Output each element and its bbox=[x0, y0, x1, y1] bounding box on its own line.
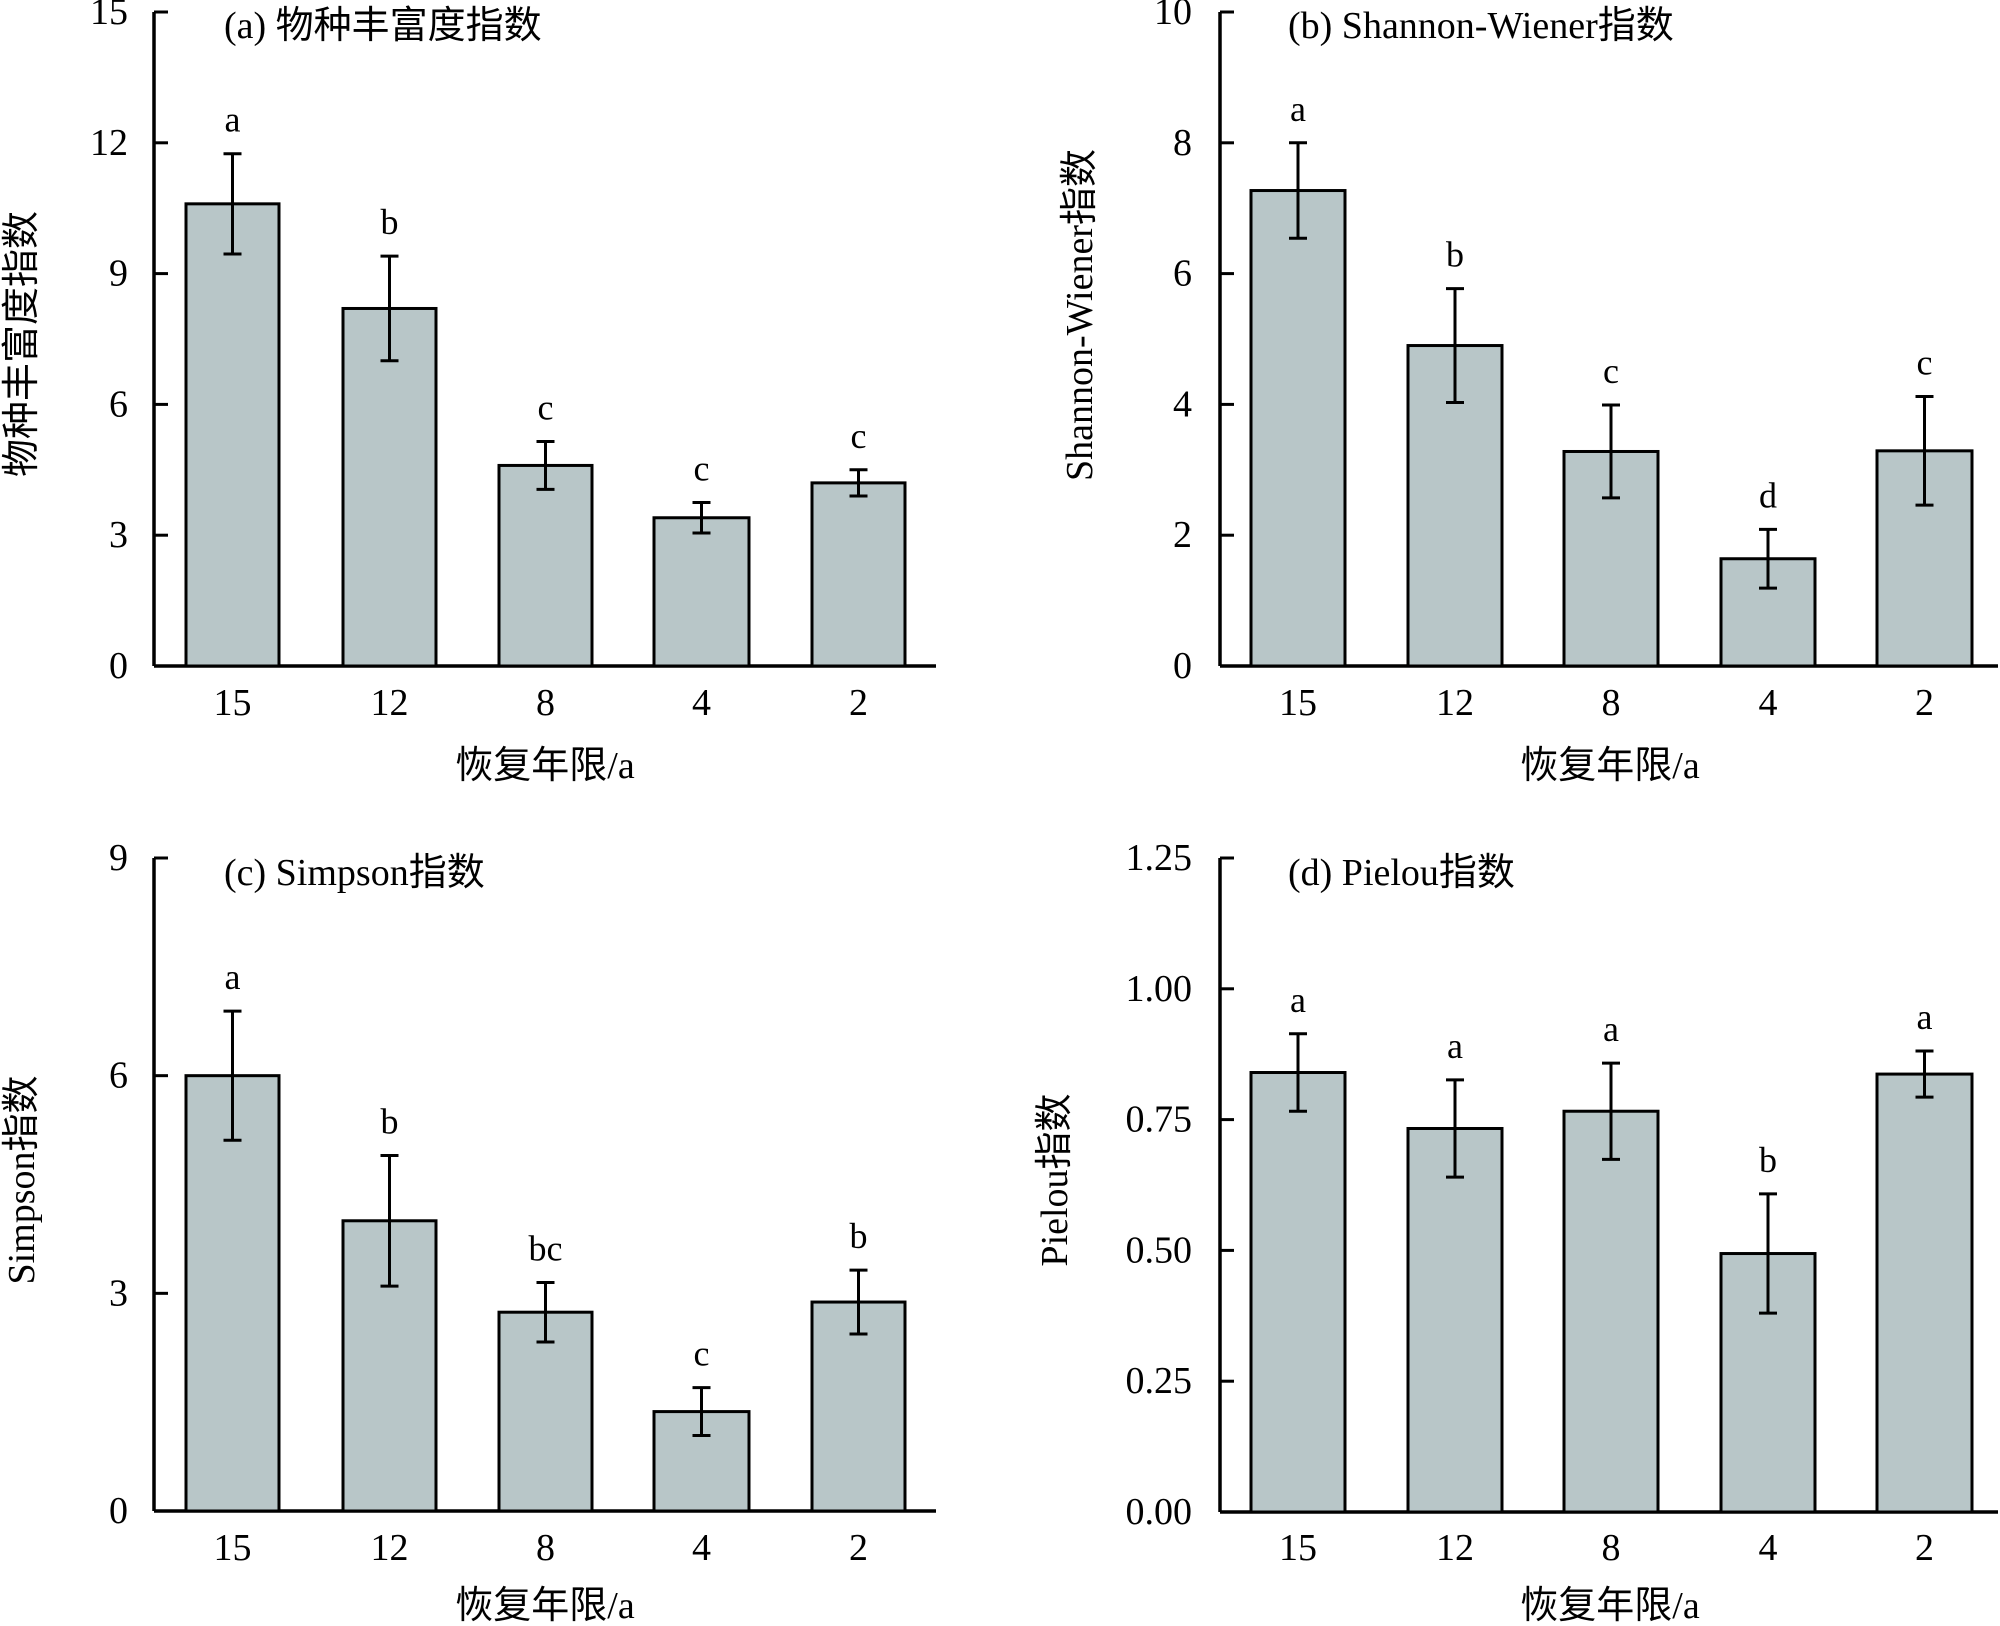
y-tick-label: 6 bbox=[109, 1055, 128, 1097]
significance-label: bc bbox=[529, 1228, 563, 1268]
x-tick-label: 8 bbox=[1602, 682, 1621, 724]
bar-8 bbox=[497, 463, 594, 668]
x-axis-label: 恢复年限/a bbox=[1520, 1585, 1700, 1626]
significance-label: b bbox=[1759, 1140, 1777, 1180]
y-axis-label: Shannon-Wiener指数 bbox=[1059, 149, 1101, 481]
y-tick-label: 12 bbox=[90, 122, 128, 164]
x-tick-label: 12 bbox=[1436, 682, 1474, 724]
y-tick-label: 8 bbox=[1173, 122, 1192, 164]
y-tick-label: 1.25 bbox=[1126, 837, 1193, 879]
x-tick-label: 8 bbox=[536, 682, 555, 724]
y-tick-label: 0.75 bbox=[1126, 1099, 1193, 1141]
x-tick-label: 2 bbox=[849, 682, 868, 724]
y-tick-label: 0 bbox=[109, 645, 128, 687]
x-tick-label: 4 bbox=[1759, 1527, 1778, 1569]
bar-15 bbox=[1249, 1071, 1347, 1514]
significance-label: b bbox=[381, 1101, 399, 1141]
x-tick-label: 2 bbox=[1915, 1527, 1934, 1569]
x-tick-label: 15 bbox=[1279, 1527, 1317, 1569]
y-tick-label: 9 bbox=[109, 837, 128, 879]
x-tick-label: 4 bbox=[1759, 682, 1778, 724]
y-tick-label: 1.00 bbox=[1126, 968, 1193, 1010]
panel-title: (a) 物种丰富度指数 bbox=[224, 5, 542, 47]
significance-label: a bbox=[1290, 980, 1306, 1020]
bar-15 bbox=[1249, 189, 1347, 668]
significance-label: a bbox=[1447, 1026, 1463, 1066]
x-tick-label: 2 bbox=[849, 1527, 868, 1569]
significance-label: c bbox=[694, 449, 710, 489]
x-tick-label: 12 bbox=[371, 1527, 409, 1569]
bar-15 bbox=[184, 202, 281, 668]
x-tick-label: 12 bbox=[371, 682, 409, 724]
y-tick-label: 10 bbox=[1154, 0, 1192, 33]
x-tick-label: 4 bbox=[692, 682, 711, 724]
significance-label: a bbox=[1290, 89, 1306, 129]
y-tick-label: 6 bbox=[1173, 253, 1192, 295]
significance-label: c bbox=[1603, 351, 1619, 391]
bar-15 bbox=[184, 1074, 281, 1513]
significance-label: b bbox=[381, 202, 399, 242]
bar-12 bbox=[341, 306, 438, 668]
significance-label: c bbox=[538, 387, 554, 427]
panel-title: (b) Shannon-Wiener指数 bbox=[1288, 5, 1674, 47]
bar-8 bbox=[1562, 1109, 1660, 1514]
y-tick-label: 0.00 bbox=[1126, 1491, 1193, 1533]
y-tick-label: 0.50 bbox=[1126, 1229, 1193, 1271]
chart-panel-b: 0 2 4 6 8 10 a 15 b 12 c 8 d 4 c 2 (b) Shannon-Wiener指数恢… bbox=[1059, 0, 1998, 787]
y-tick-label: 15 bbox=[90, 0, 128, 33]
y-axis-label: Simpson指数 bbox=[1, 1075, 43, 1284]
significance-label: b bbox=[850, 1216, 868, 1256]
panel-title: (d) Pielou指数 bbox=[1288, 852, 1515, 894]
y-tick-label: 0.25 bbox=[1126, 1360, 1193, 1402]
significance-label: a bbox=[225, 100, 241, 140]
x-tick-label: 15 bbox=[1279, 682, 1317, 724]
significance-label: b bbox=[1446, 235, 1464, 275]
y-tick-label: 4 bbox=[1173, 383, 1192, 425]
y-tick-label: 2 bbox=[1173, 514, 1192, 556]
y-tick-label: 3 bbox=[109, 514, 128, 556]
y-axis-label: 物种丰富度指数 bbox=[1, 211, 43, 477]
y-tick-label: 0 bbox=[109, 1490, 128, 1532]
x-axis-label: 恢复年限/a bbox=[1520, 745, 1700, 787]
x-axis-label: 恢复年限/a bbox=[455, 745, 635, 787]
significance-label: c bbox=[694, 1334, 710, 1374]
x-tick-label: 12 bbox=[1436, 1527, 1474, 1569]
bar-2 bbox=[810, 481, 907, 668]
significance-label: a bbox=[1917, 997, 1933, 1037]
significance-label: c bbox=[851, 416, 867, 456]
significance-label: d bbox=[1759, 475, 1777, 515]
y-axis-label: Pielou指数 bbox=[1034, 1093, 1076, 1266]
bar-4 bbox=[652, 516, 751, 668]
x-tick-label: 2 bbox=[1915, 682, 1934, 724]
bar-2 bbox=[1875, 1072, 1974, 1514]
x-tick-label: 15 bbox=[214, 1527, 252, 1569]
significance-label: a bbox=[225, 957, 241, 997]
x-axis-label: 恢复年限/a bbox=[455, 1585, 635, 1626]
y-tick-label: 0 bbox=[1173, 645, 1192, 687]
y-tick-label: 6 bbox=[109, 383, 128, 425]
bar-12 bbox=[1406, 1126, 1504, 1514]
significance-label: a bbox=[1603, 1009, 1619, 1049]
x-tick-label: 4 bbox=[692, 1527, 711, 1569]
x-tick-label: 15 bbox=[214, 682, 252, 724]
bar-2 bbox=[810, 1300, 907, 1513]
x-tick-label: 8 bbox=[1602, 1527, 1621, 1569]
chart-panel-d: 0.00 0.25 0.50 0.75 1.00 1.25 a 15 a 12 a 8 b 4 a 2 (d) … bbox=[1034, 837, 1998, 1626]
significance-label: c bbox=[1917, 343, 1933, 383]
y-tick-label: 3 bbox=[109, 1272, 128, 1314]
panel-title: (c) Simpson指数 bbox=[224, 852, 485, 894]
x-tick-label: 8 bbox=[536, 1527, 555, 1569]
y-tick-label: 9 bbox=[109, 253, 128, 295]
